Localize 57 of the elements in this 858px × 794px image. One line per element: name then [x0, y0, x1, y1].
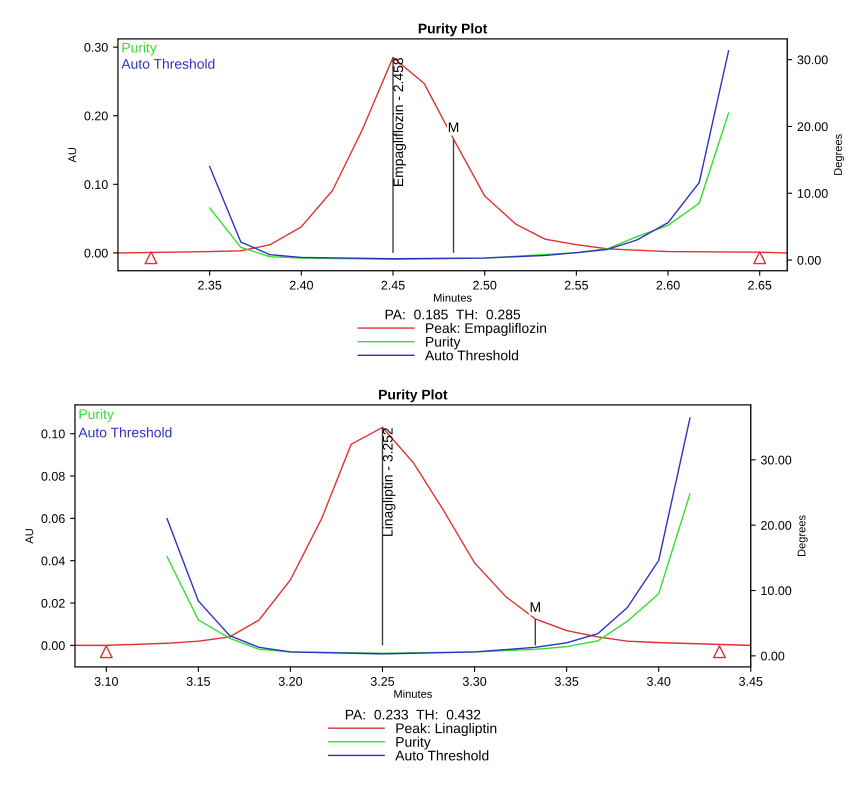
y-axis-title: AU	[68, 148, 76, 163]
y2-axis-title: Degrees	[834, 134, 844, 175]
legend-label: Auto Threshold	[395, 750, 488, 760]
x-tick-label: 3.25	[370, 677, 394, 686]
x-tick-label: 2.45	[381, 280, 405, 290]
y-tick-label: 0.02	[41, 598, 65, 608]
text: Auto Threshold	[121, 58, 214, 69]
text: Auto Threshold	[78, 427, 172, 438]
y-tick-label: 0.00	[84, 248, 108, 258]
y2-tick-label: 0.00	[797, 256, 821, 265]
x-tick-label: 3.10	[94, 677, 118, 686]
x-tick-label: 2.40	[290, 280, 314, 290]
annotation: Linagliptin - 3.252	[382, 428, 396, 536]
y2-tick-label: 30.00	[760, 456, 792, 464]
y-tick-label: 0.00	[41, 641, 65, 650]
legend-label: Purity	[426, 336, 460, 350]
y-tick-label: 0.20	[84, 112, 108, 120]
legend-label: Purity	[396, 736, 431, 750]
chart-title: Purity Plot	[379, 389, 448, 402]
text: Purity	[122, 42, 157, 56]
annotation: M	[530, 602, 540, 612]
x-tick-label: 2.50	[473, 280, 496, 290]
y-axis-title: AU	[25, 529, 34, 544]
legend-title: PA: 0.233 TH: 0.432	[346, 710, 480, 720]
x-tick-label: 3.35	[554, 677, 578, 686]
y-tick-label: 0.10	[84, 180, 108, 189]
x-tick-label: 3.40	[647, 677, 670, 686]
y2-tick-label: 30.00	[797, 55, 828, 64]
y-tick-label: 0.04	[41, 556, 65, 566]
y2-tick-label: 0.00	[760, 652, 784, 661]
y-tick-label: 0.10	[41, 430, 65, 438]
y2-axis-title: Degrees	[798, 515, 808, 556]
text: Purity	[80, 408, 114, 422]
y2-tick-label: 20.00	[761, 520, 792, 530]
y-tick-label: 0.08	[41, 472, 65, 481]
y2-tick-label: 20.00	[798, 122, 828, 132]
x-tick-label: 3.15	[186, 677, 210, 686]
legend-label: Peak: Linagliptin	[396, 722, 496, 736]
y-tick-label: 0.06	[41, 514, 65, 524]
x-tick-label: 2.60	[656, 280, 680, 290]
chart-title: Purity Plot	[418, 23, 488, 36]
y2-tick-label: 10.00	[761, 586, 792, 596]
x-tick-label: 2.65	[748, 280, 772, 290]
x-axis-title: Minutes	[394, 690, 432, 698]
legend-label: Auto Threshold	[424, 350, 518, 360]
y2-tick-label: 10.00	[798, 189, 828, 198]
x-axis-title: Minutes	[434, 294, 472, 302]
legend-label: Peak: Empagliflozin	[426, 322, 546, 336]
x-tick-label: 3.30	[462, 677, 486, 686]
x-tick-label: 3.20	[278, 677, 302, 686]
annotation: M	[448, 122, 458, 132]
x-tick-label: 2.35	[198, 280, 222, 290]
x-tick-label: 2.55	[564, 280, 588, 290]
legend-title: PA: 0.185 TH: 0.285	[386, 310, 520, 320]
annotation: Empagliflozin - 2.458	[393, 58, 406, 186]
x-tick-label: 3.45	[739, 677, 762, 686]
y-tick-label: 0.30	[84, 42, 108, 52]
